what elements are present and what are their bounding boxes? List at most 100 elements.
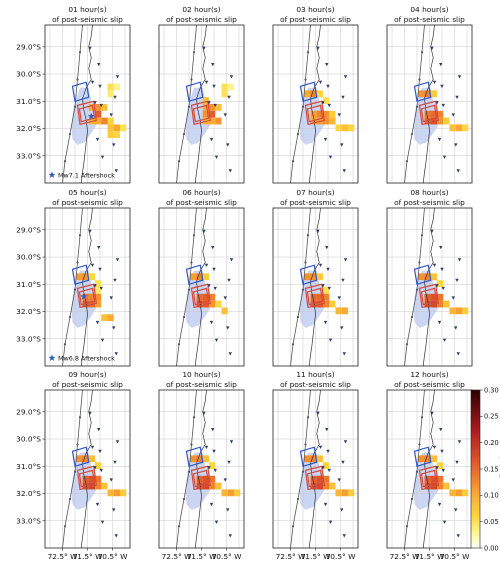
panel-title-hour: 09 hour(s) [68, 370, 106, 379]
y-tick-label: 29.0°S [16, 42, 41, 51]
gps-station-marker [95, 320, 100, 325]
slip-cell [209, 475, 216, 483]
legend-aftershock-label: Mw6.8 Aftershock [58, 354, 115, 362]
gps-station-marker [115, 258, 120, 262]
station-label-slmc: SLMC [0, 0, 18, 2]
station-label-slmc: SLMC [0, 0, 18, 2]
panel-title-hour: 11 hour(s) [296, 370, 334, 379]
map-panel-8: 08 hour(s)of post-seismic slipPFRJCNBASL… [386, 188, 473, 367]
gps-station-marker [228, 534, 232, 538]
gps-station-marker [457, 440, 462, 444]
gps-station-marker [457, 258, 462, 262]
y-tick-label: 31.0°S [16, 462, 41, 471]
slip-cell [196, 273, 203, 281]
station-label-pfrj: PFRJ [0, 0, 14, 2]
trench-tick [418, 443, 421, 446]
slip-cell [329, 300, 336, 308]
slip-cell [316, 90, 323, 98]
gps-station-marker [202, 46, 206, 50]
trench-tick [291, 160, 295, 163]
gps-station-marker [328, 155, 333, 159]
panel-title-subtitle: of post-seismic slip [166, 380, 237, 389]
slip-cell [215, 117, 222, 125]
x-tick-label: 71.5° W [415, 552, 446, 561]
panel-title-hour: 07 hour(s) [296, 188, 334, 197]
fault-rectangle [76, 465, 97, 491]
gps-station-marker [227, 95, 231, 99]
fault-rectangle [299, 264, 318, 286]
fault-rectangle [418, 283, 439, 309]
slip-cell [202, 110, 209, 118]
colorbar: 0.000.050.100.150.200.250.30Slip (m) [470, 386, 500, 552]
slip-cell [455, 489, 462, 497]
gps-station-marker [213, 468, 217, 473]
trench-tick [182, 315, 186, 319]
gps-station-marker [109, 113, 113, 117]
trench-tick [415, 105, 419, 108]
slip-cell [95, 293, 102, 301]
fault-rectangle [78, 104, 96, 123]
slip-cell [437, 293, 444, 301]
gps-station-marker [326, 84, 330, 89]
trench-tick [63, 343, 67, 346]
slip-cell [443, 300, 450, 308]
slip-cell [209, 117, 216, 125]
gps-station-marker [435, 101, 439, 105]
fault-rectangle [304, 465, 325, 491]
gps-station-marker [209, 320, 214, 325]
station-label-cnba: CNBA [0, 0, 19, 2]
gps-station-marker [100, 338, 105, 342]
slip-cell [107, 131, 114, 139]
slip-cell [209, 482, 216, 490]
panel-frame [272, 207, 359, 367]
slip-cell [76, 273, 83, 281]
gps-station-marker [440, 84, 444, 89]
fault-rectangle [192, 469, 210, 488]
gps-station-marker [441, 286, 445, 291]
slip-cell [310, 110, 317, 118]
trench-line [176, 390, 197, 548]
gps-station-marker [226, 143, 230, 147]
trench-tick [63, 160, 67, 163]
slip-cell [120, 489, 127, 497]
gps-station-marker [209, 137, 214, 142]
panel-title-subtitle: of post-seismic slip [52, 380, 123, 389]
gps-station-marker [207, 466, 211, 470]
trench-tick [410, 132, 414, 136]
slip-cell [202, 104, 209, 111]
gps-station-marker [342, 169, 346, 173]
slip-cell [202, 273, 209, 281]
gps-station-marker [321, 284, 325, 288]
panel-title-hour: 12 hour(s) [410, 370, 448, 379]
slip-cell [310, 475, 317, 483]
colorbar-tick-label: 0.15 [484, 465, 499, 473]
panel-title-hour: 03 hour(s) [296, 5, 334, 14]
station-label-cnba: CNBA [0, 0, 19, 2]
panel-content: PFRJCNBASLMC [0, 0, 130, 183]
slip-cell [221, 307, 228, 315]
panel-title-subtitle: of post-seismic slip [166, 15, 237, 24]
gps-station-marker [430, 411, 434, 415]
gps-station-marker [341, 95, 345, 99]
gps-station-marker [326, 267, 330, 272]
slip-cell [437, 475, 444, 483]
slip-cell [82, 273, 89, 281]
trench-tick [68, 315, 72, 319]
gps-station-marker [98, 449, 102, 454]
gps-station-marker [228, 352, 232, 356]
gps-station-marker [202, 411, 206, 415]
slip-cell [329, 482, 336, 490]
fault-rectangle [299, 446, 318, 468]
x-tick-label: 71.5° W [187, 552, 218, 561]
station-label-cnba: CNBA [0, 0, 19, 2]
fault-rectangle [71, 81, 90, 103]
slip-cell [209, 104, 216, 111]
gps-station-marker [440, 267, 444, 272]
slip-cell [202, 97, 209, 104]
trench-tick [405, 160, 409, 163]
trench-tick [405, 525, 409, 528]
slip-cell [215, 300, 222, 308]
gps-station-marker [93, 466, 97, 470]
trench-tick [410, 497, 414, 501]
trench-tick [78, 51, 82, 54]
